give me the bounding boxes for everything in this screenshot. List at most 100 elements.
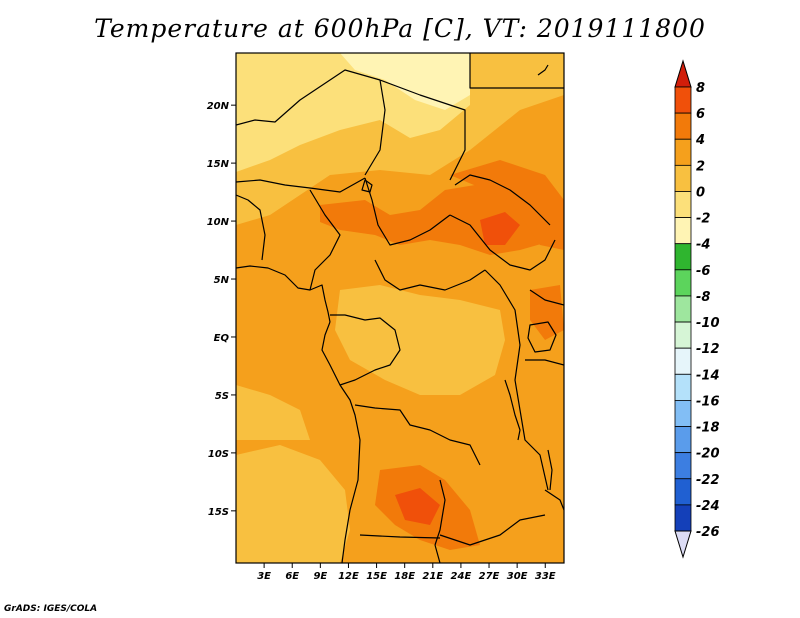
colorbar-swatch xyxy=(674,138,692,166)
field-zone-0-to-2-congo xyxy=(335,285,505,395)
colorbar-label: -4 xyxy=(696,238,710,253)
colorbar-under-arrow xyxy=(674,530,692,559)
border-zambia-east xyxy=(544,489,564,511)
lake-chad xyxy=(361,179,373,193)
lat-tick-label: 20N xyxy=(207,101,230,112)
lon-tick-label: 18E xyxy=(394,571,415,582)
colorbar-label: -2 xyxy=(696,212,710,227)
border-zambia-south xyxy=(439,514,546,546)
colorbar: 8 6 4 2 0 -2 -4 -6 -8 -10 -12 -14 -16 -18 -20 -22 -24 -26 xyxy=(674,59,720,559)
border-algeria-niger xyxy=(236,69,381,126)
border-tanzania xyxy=(525,359,564,366)
colorbar-over-arrow xyxy=(674,59,692,88)
field-zone-0-to-2-southwest xyxy=(236,445,350,563)
colorbar-swatch xyxy=(674,478,692,506)
temperature-field xyxy=(236,53,564,563)
lat-tick-label: 15N xyxy=(207,159,230,170)
lat-tick-label: 5S xyxy=(215,391,229,402)
colorbar-label: 8 xyxy=(696,81,705,96)
lake-malawi xyxy=(547,449,553,491)
colorbar-label: -12 xyxy=(696,342,720,357)
lat-tick-label: 15S xyxy=(208,507,229,518)
border-namibia xyxy=(359,534,441,539)
border-niger-south xyxy=(236,177,366,193)
coastline-central-west xyxy=(321,321,361,563)
colorbar-label: -20 xyxy=(696,447,720,462)
colorbar-label: -26 xyxy=(696,525,720,540)
lon-tick-label: 15E xyxy=(366,571,387,582)
lake-victoria xyxy=(527,321,557,353)
colorbar-label: -22 xyxy=(696,473,720,488)
field-zone-4-to-6-southeast xyxy=(530,285,564,340)
colorbar-label: -18 xyxy=(696,421,720,436)
colorbar-swatch xyxy=(674,269,692,297)
colorbar-label: -24 xyxy=(696,499,720,514)
coastline-red-sea xyxy=(537,64,549,76)
lon-tick-label: 12E xyxy=(338,571,359,582)
coastline-west-africa xyxy=(236,265,331,323)
lat-tick-label: 5N xyxy=(214,275,230,286)
longitude-axis: 3E 6E 9E 12E 15E 18E 21E 24E 27E 30E 33E xyxy=(257,563,556,582)
colorbar-swatch xyxy=(674,321,692,349)
map-frame xyxy=(235,52,565,564)
colorbar-label: -16 xyxy=(696,394,720,409)
field-zone-0-to-2-south-atlantic xyxy=(236,385,310,440)
field-zone-4-to-6-east xyxy=(450,160,564,250)
border-libya-sudan xyxy=(379,79,466,181)
border-drc-east xyxy=(484,269,549,491)
lon-tick-label: 3E xyxy=(257,571,271,582)
colorbar-label: 0 xyxy=(696,185,705,200)
colorbar-swatch xyxy=(674,112,692,140)
lon-tick-label: 24E xyxy=(451,571,472,582)
lat-tick-label: 10N xyxy=(207,217,230,228)
field-zone-minus4-to-minus2-north xyxy=(340,53,470,110)
field-zone-6-to-8-south xyxy=(395,488,440,525)
border-botswana xyxy=(434,544,441,563)
border-kenya xyxy=(529,289,564,306)
colorbar-label: 4 xyxy=(695,133,705,148)
grads-credit: GrADS: IGES/COLA xyxy=(4,604,98,614)
border-south-sudan xyxy=(449,214,556,271)
colorbar-label: -14 xyxy=(696,368,720,383)
colorbar-swatch xyxy=(674,347,692,375)
lon-tick-label: 33E xyxy=(535,571,556,582)
lat-tick-label: EQ xyxy=(214,333,230,344)
border-ethiopia xyxy=(454,174,551,226)
latitude-axis: 20N 15N 10N 5N EQ 5S 10S 15S xyxy=(207,101,236,518)
lat-tick-label: 10S xyxy=(208,449,229,460)
colorbar-swatch xyxy=(674,504,692,532)
border-west-africa-west xyxy=(236,194,266,261)
colorbar-swatch xyxy=(674,295,692,323)
border-drc-angola xyxy=(354,404,481,466)
colorbar-swatch xyxy=(674,400,692,427)
lon-tick-label: 21E xyxy=(422,571,443,582)
field-zone-6-to-8-central xyxy=(480,212,520,245)
border-egypt-sudan xyxy=(469,53,564,89)
border-nigeria-cameroon xyxy=(309,189,341,291)
colorbar-swatch xyxy=(674,217,692,245)
map-title: Temperature at 600hPa [C], VT: 201911180… xyxy=(94,14,706,43)
lon-tick-label: 30E xyxy=(507,571,528,582)
country-boundaries xyxy=(236,53,564,563)
colorbar-swatch xyxy=(674,452,692,480)
colorbar-label: -6 xyxy=(696,264,710,279)
colorbar-swatch xyxy=(674,426,692,454)
colorbar-label: -8 xyxy=(696,290,710,305)
colorbar-label: 2 xyxy=(696,159,705,174)
colorbar-swatch xyxy=(674,373,692,401)
colorbar-label: 6 xyxy=(696,107,705,122)
lon-tick-label: 27E xyxy=(479,571,500,582)
lake-tanganyika xyxy=(504,379,521,441)
colorbar-swatch xyxy=(674,243,692,271)
lon-tick-label: 6E xyxy=(285,571,299,582)
border-chad-sudan xyxy=(364,177,451,246)
colorbar-swatch xyxy=(674,164,692,192)
colorbar-swatch xyxy=(674,86,692,114)
border-congo-gabon xyxy=(330,314,401,386)
lon-tick-label: 9E xyxy=(313,571,327,582)
colorbar-label: -10 xyxy=(696,316,720,331)
border-car-south xyxy=(374,259,486,291)
colorbar-swatch xyxy=(674,191,692,218)
border-libya-chad xyxy=(364,79,386,176)
